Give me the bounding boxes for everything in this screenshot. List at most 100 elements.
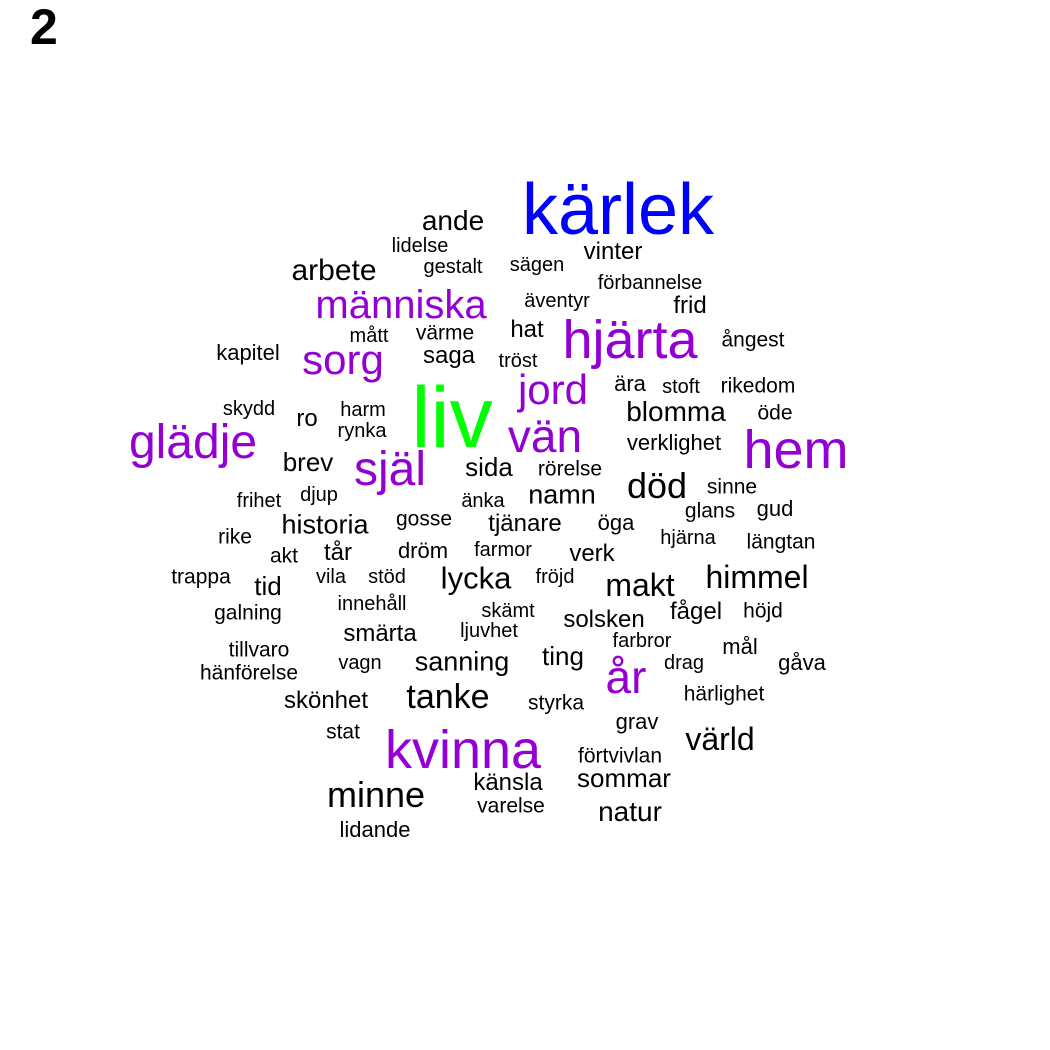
word-7: vän: [507, 410, 583, 462]
word-94: stöd: [368, 566, 406, 588]
word-55: akt: [269, 544, 299, 568]
word-92: farmor: [474, 539, 532, 561]
word-43: ro: [296, 405, 318, 432]
word-48: gud: [756, 496, 794, 521]
word-13: minne: [326, 774, 426, 815]
word-76: sägen: [509, 254, 565, 276]
word-68: härlighet: [683, 682, 765, 706]
word-98: ljuvhet: [460, 620, 518, 642]
word-10: sorg: [302, 336, 384, 383]
word-65: värme: [415, 321, 475, 345]
word-20: ande: [421, 205, 485, 236]
word-90: änka: [461, 490, 505, 512]
word-56: ångest: [721, 328, 785, 352]
word-41: solsken: [563, 606, 645, 633]
word-30: tid: [254, 571, 282, 601]
word-77: frihet: [236, 490, 282, 512]
word-52: dröm: [397, 538, 449, 563]
word-51: öga: [597, 510, 635, 535]
word-33: hat: [510, 316, 544, 343]
word-21: blomma: [626, 396, 726, 427]
word-16: värld: [685, 721, 755, 757]
word-84: äventyr: [524, 290, 590, 312]
word-5: glädje: [128, 416, 258, 469]
word-37: tår: [323, 539, 353, 566]
word-22: natur: [598, 796, 662, 827]
word-4: hem: [743, 420, 849, 480]
word-93: vila: [315, 566, 347, 588]
word-14: tanke: [406, 678, 490, 716]
word-2: hjärta: [562, 310, 698, 370]
word-66: öde: [757, 401, 793, 425]
word-79: gestalt: [423, 256, 483, 278]
word-81: skydd: [222, 398, 276, 420]
word-49: ära: [614, 371, 646, 396]
word-63: glans: [684, 499, 736, 523]
word-97: skämt: [481, 600, 535, 622]
word-18: lycka: [440, 560, 512, 596]
word-47: mål: [722, 634, 758, 659]
word-89: djup: [300, 484, 338, 506]
word-25: sanning: [414, 646, 510, 677]
word-60: höjd: [743, 599, 783, 623]
panel-label: 2: [30, 0, 58, 55]
word-78: farbror: [612, 630, 672, 652]
word-71: rikedom: [720, 374, 796, 398]
word-9: jord: [517, 366, 589, 413]
word-1: kärlek: [521, 170, 715, 250]
word-26: sommar: [577, 763, 671, 793]
word-15: makt: [605, 567, 675, 603]
word-3: kvinna: [384, 720, 542, 780]
word-59: stat: [326, 720, 360, 744]
word-24: historia: [281, 509, 369, 540]
word-0: liv: [411, 370, 493, 466]
word-6: själ: [353, 443, 427, 496]
word-42: vinter: [583, 238, 643, 265]
word-19: arbete: [291, 254, 377, 287]
word-11: människa: [315, 283, 487, 327]
word-46: kapitel: [216, 340, 280, 365]
word-12: död: [626, 465, 688, 506]
word-34: känsla: [473, 769, 543, 796]
word-72: tillvaro: [228, 638, 290, 662]
word-57: rike: [218, 525, 252, 549]
word-86: tröst: [498, 350, 538, 372]
word-99: drag: [663, 652, 705, 674]
word-80: stoft: [662, 376, 700, 398]
word-64: styrka: [527, 691, 585, 715]
word-74: förtvivlan: [577, 744, 663, 768]
word-54: trappa: [171, 565, 231, 589]
word-23: namn: [528, 479, 596, 510]
word-39: verk: [569, 540, 615, 567]
word-83: förbannelse: [597, 272, 703, 294]
word-29: ting: [542, 641, 584, 671]
word-32: saga: [422, 342, 476, 369]
word-31: smärta: [343, 620, 417, 647]
word-38: frid: [673, 292, 707, 319]
word-27: sida: [465, 452, 513, 482]
word-67: sinne: [706, 475, 758, 499]
word-61: galning: [214, 601, 282, 625]
word-95: fröjd: [535, 566, 575, 588]
word-69: längtan: [746, 530, 816, 554]
word-36: tjänare: [488, 510, 562, 537]
word-40: fågel: [669, 598, 723, 625]
word-73: rörelse: [537, 457, 603, 481]
word-50: grav: [615, 709, 659, 734]
word-58: varelse: [477, 794, 545, 818]
word-35: skönhet: [283, 687, 369, 714]
word-8: år: [605, 651, 647, 703]
word-96: innehåll: [337, 593, 407, 615]
word-28: brev: [282, 447, 334, 477]
word-75: vagn: [338, 652, 382, 674]
word-87: harm: [340, 399, 386, 421]
word-82: lidelse: [391, 235, 449, 257]
word-91: hjärna: [660, 527, 716, 549]
word-45: lidande: [339, 817, 411, 842]
word-62: hänförelse: [199, 661, 299, 685]
word-70: gosse: [395, 507, 453, 531]
word-88: rynka: [337, 420, 387, 442]
word-53: gåva: [778, 650, 826, 675]
word-44: verklighet: [626, 430, 722, 455]
